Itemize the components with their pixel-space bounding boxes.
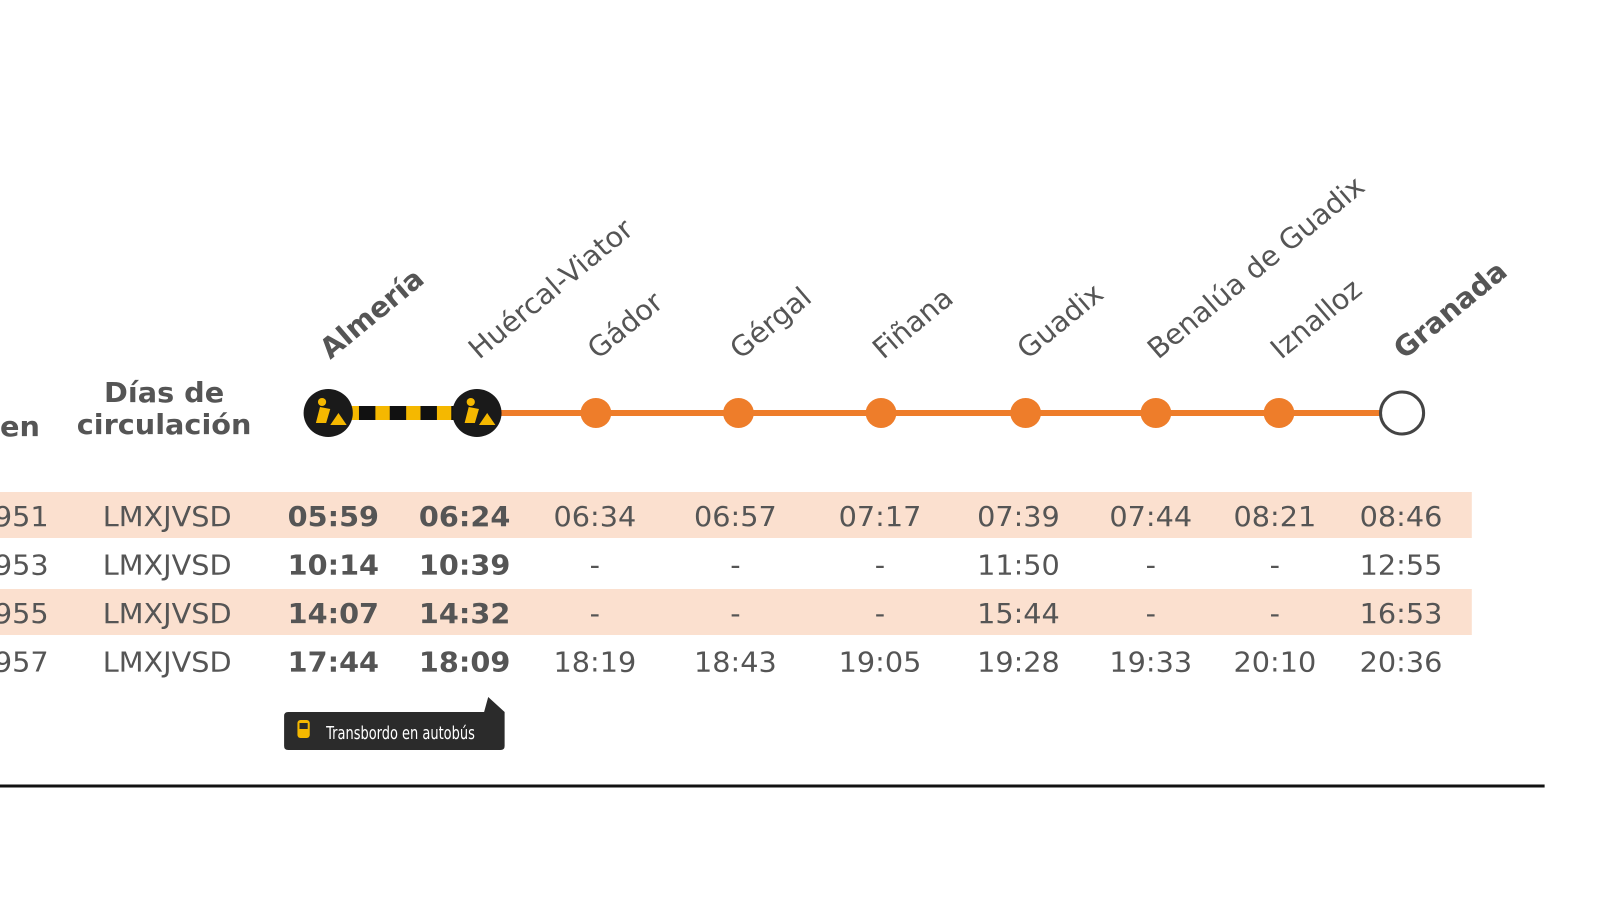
station-label: Guadix [1011,277,1110,365]
train-number: 957 [0,646,49,679]
time: - [730,597,740,630]
time: 15:44 [977,597,1060,630]
train-number: 951 [0,500,49,533]
time: 17:44 [288,646,379,679]
time: 08:21 [1233,500,1316,533]
time: 19:05 [839,646,922,679]
terminal-node [1378,390,1426,436]
station-node [723,398,754,428]
row-highlight [0,492,1472,538]
time: 19:28 [977,646,1060,679]
time: 18:43 [694,646,777,679]
note-box [284,697,505,750]
station-label: Fiñana [866,281,959,365]
time: 20:36 [1360,646,1443,679]
days: LMXJVSD [103,549,232,582]
time: 06:24 [419,500,510,533]
station-node [865,398,897,428]
time: 08:46 [1360,500,1443,533]
time: 10:14 [288,549,379,582]
time: 06:57 [694,500,777,533]
works-figure [464,407,496,425]
time: - [590,597,600,630]
time: 12:55 [1360,549,1443,582]
station-label: Benalúa de Guadix [1141,170,1371,366]
train-header: en [0,410,40,443]
time: - [1146,549,1156,582]
works-figure [466,398,475,406]
time: 07:44 [1109,500,1192,533]
time: 19:33 [1109,646,1192,679]
row-highlight [0,589,1472,635]
time: 20:10 [1233,646,1316,679]
time: 05:59 [288,500,379,533]
time: 16:53 [1360,597,1443,630]
station-node [1010,398,1042,428]
time: - [1270,597,1280,630]
time: 14:32 [419,597,510,630]
train-number: 953 [0,549,49,582]
time: - [1270,549,1280,582]
time: 10:39 [419,549,510,582]
time: 14:07 [288,597,379,630]
works-figure [315,407,347,425]
station-node [1263,398,1295,428]
works-figure [317,398,327,406]
time: 07:17 [839,500,922,533]
time: - [875,597,885,630]
time: - [1146,597,1156,630]
time: - [730,549,740,582]
time: - [590,549,600,582]
station-node [1140,398,1172,428]
train-number: 955 [0,597,49,630]
days-header: Días de [104,376,224,409]
time: 11:50 [977,549,1060,582]
time: 07:39 [977,500,1060,533]
days-header: circulación [77,408,252,441]
note-text: Transbordo en autobús [325,723,474,744]
time: - [875,549,885,582]
days: LMXJVSD [103,500,232,533]
station-label: Almería [313,262,430,365]
days: LMXJVSD [103,646,232,679]
station-label: Gérgal [724,281,818,366]
station-node [580,398,612,428]
time: 06:34 [553,500,636,533]
station-label: Granada [1387,255,1513,366]
bus-icon [299,723,308,729]
days: LMXJVSD [103,597,232,630]
station-label: Iznalloz [1264,273,1368,366]
station-label: Gádor [581,285,670,365]
bus-note: Transbordo en autobús [284,697,505,750]
time: 18:19 [553,646,636,679]
time: 18:09 [419,646,510,679]
